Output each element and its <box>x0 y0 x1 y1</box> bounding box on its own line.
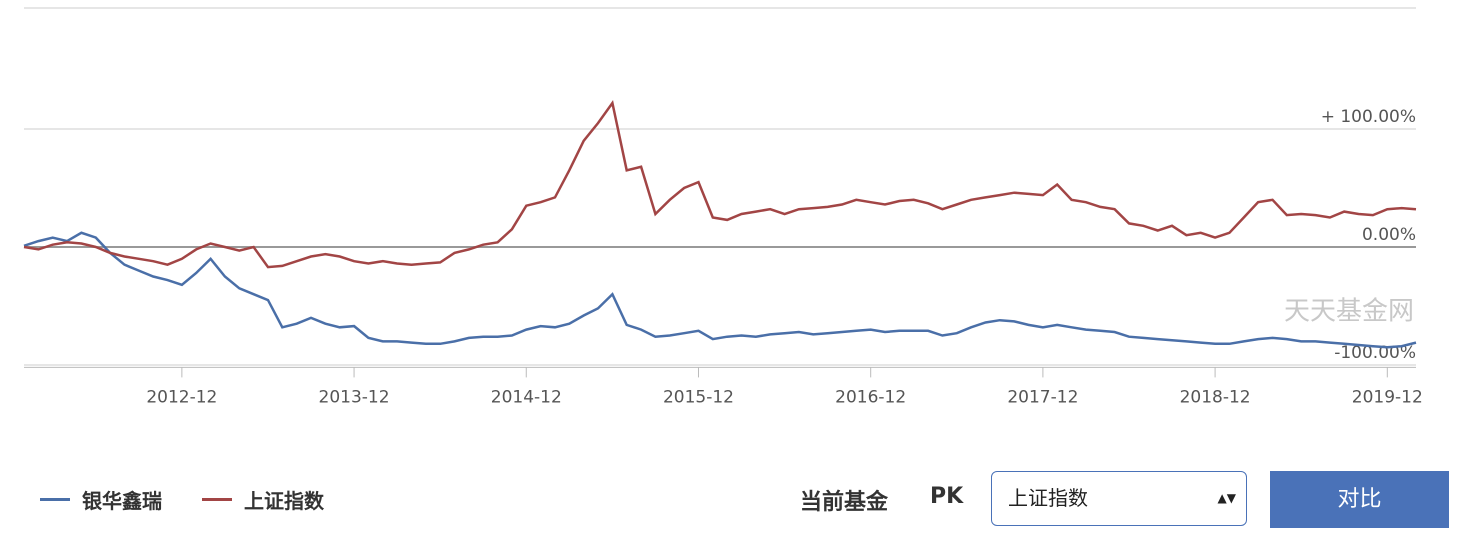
y-tick-label: 0.00% <box>1362 225 1416 245</box>
chart: 天天基金网 -100.00% 0.00% + 100.00% 2012-12 2013-… <box>23 7 1423 407</box>
x-tick-label: 2018-12 <box>1180 387 1251 407</box>
legend-swatch <box>40 497 70 501</box>
watermark: 天天基金网 <box>1284 297 1414 327</box>
x-tick-label: 2016-12 <box>835 387 906 407</box>
x-tick-label: 2014-12 <box>491 387 562 407</box>
select-text: 上证指数 <box>1008 486 1088 510</box>
index-select[interactable]: 上证指数 ▲▼ <box>991 471 1247 526</box>
legend-item[interactable]: 银华鑫瑞 <box>40 484 162 514</box>
legend-label: 上证指数 <box>244 488 324 513</box>
x-tick-label: 2017-12 <box>1007 387 1078 407</box>
x-tick-label: 2019-12 <box>1352 387 1423 407</box>
legend-swatch <box>202 497 232 501</box>
pk-label: PK <box>930 484 964 509</box>
series-line <box>23 99 1417 269</box>
x-tick-label: 2015-12 <box>663 387 734 407</box>
compare-button[interactable]: 对比 <box>1270 471 1449 528</box>
y-tick-label: -100.00% <box>1334 343 1416 363</box>
select-arrow: ▲▼ <box>1217 491 1236 505</box>
x-tick-label: 2012-12 <box>146 387 217 407</box>
x-tick-label: 2013-12 <box>319 387 390 407</box>
compare-label: 当前基金 <box>800 490 889 515</box>
y-tick-label: + 100.00% <box>1321 107 1416 127</box>
legend-label: 银华鑫瑞 <box>82 488 162 513</box>
legend: 银华鑫瑞 上证指数 <box>40 484 324 514</box>
legend-item[interactable]: 上证指数 <box>202 484 324 514</box>
series-line <box>23 231 1417 349</box>
